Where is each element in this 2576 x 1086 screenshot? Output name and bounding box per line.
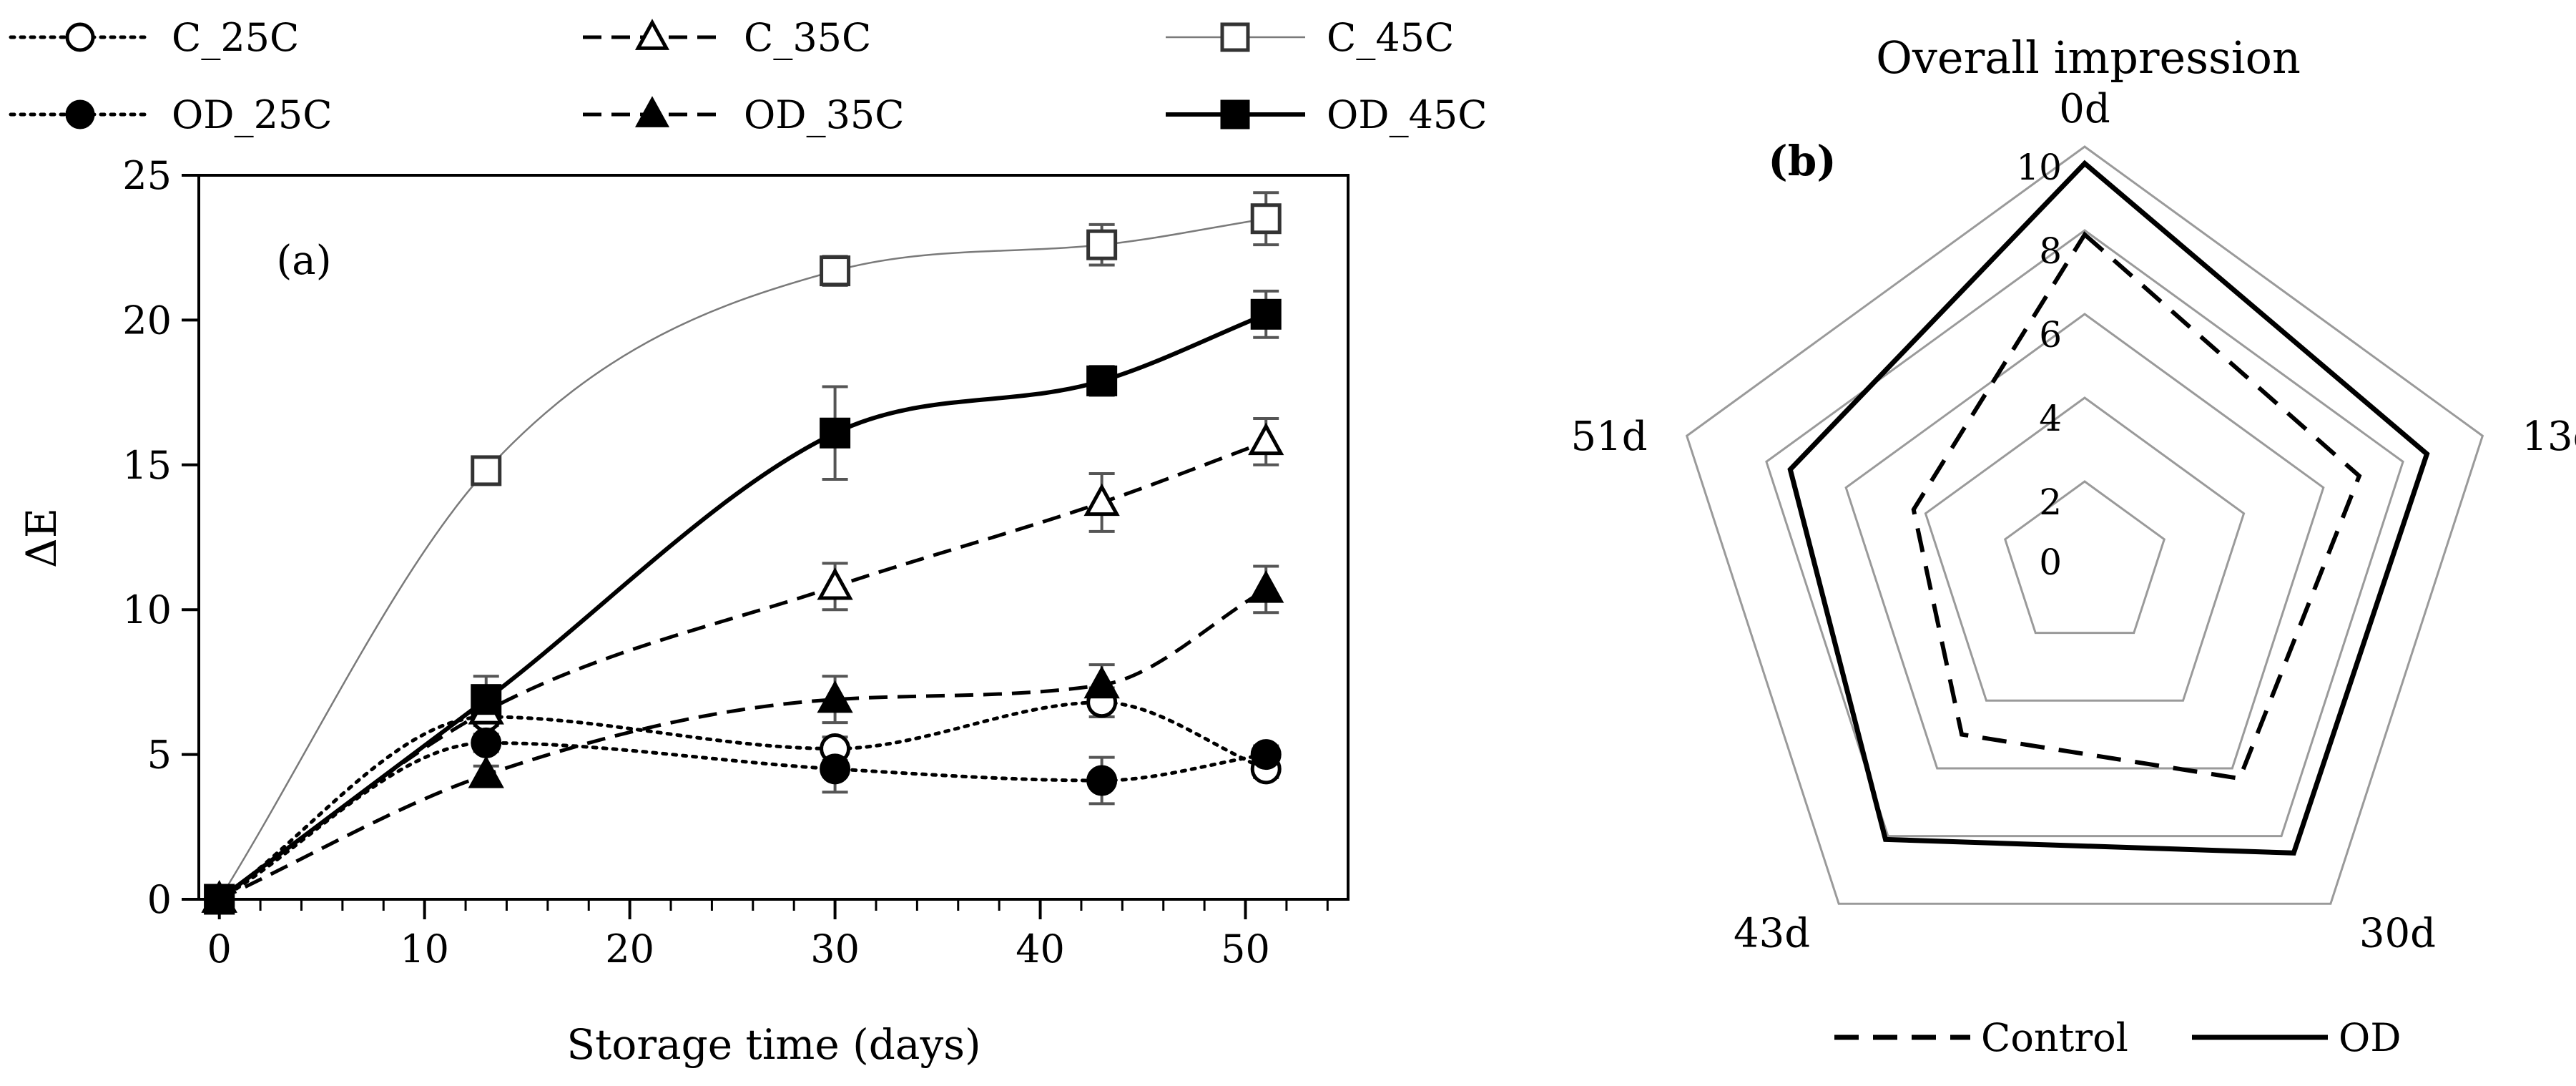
panel-b-legend: Control OD: [1834, 1015, 2402, 1060]
data-point-c-45c: [1086, 229, 1118, 260]
data-point-od-25c: [1086, 765, 1118, 796]
panel-a-series: [201, 191, 1284, 915]
radar-tick-label: 8: [2039, 230, 2062, 272]
plot-area-frame: [197, 174, 1350, 901]
legend-entry-od: OD: [2192, 1015, 2402, 1060]
radar-title: Overall impression: [1876, 31, 2301, 84]
y-tick-label: 15: [122, 443, 172, 488]
data-point-c-35c: [1083, 483, 1120, 517]
data-point-c-45c: [820, 255, 851, 287]
radar-grid: [1685, 145, 2484, 905]
legend-marker: [634, 19, 670, 50]
y-tick-label: 20: [122, 298, 172, 343]
x-axis-label: Storage time (days): [566, 1020, 980, 1069]
radar-series-od: [1787, 160, 2430, 856]
data-point-od-35c: [817, 680, 853, 713]
legend-marker: [1220, 22, 1250, 52]
radar-radial-ticks: 0 2 4 6 8 10: [2016, 147, 2062, 583]
panel-a-legend: C_25C C_35C C_45C OD_25C OD_35C OD_45C: [9, 15, 1488, 137]
x-tick-label: 10: [400, 926, 449, 972]
legend-entry-od-25c: OD_25C: [9, 92, 333, 137]
radar-gridline: [1685, 145, 2484, 905]
markers-od-45c: [204, 298, 1282, 915]
markers-od-25c: [204, 727, 1282, 915]
panel-a-line-chart: C_25C C_35C C_45C OD_25C OD_35C OD_45C 0 10 20 3…: [9, 15, 1488, 1069]
radar-series-control: [1911, 231, 2362, 781]
legend-entry-c-35c: C_35C: [583, 15, 871, 60]
radar-tick-label: 6: [2039, 314, 2062, 356]
radar-category-label: 30d: [2359, 910, 2436, 957]
legend-entry-c-25c: C_25C: [9, 15, 299, 60]
legend-label: Control: [1981, 1015, 2128, 1060]
series-line-od-25c: [217, 740, 1268, 901]
data-point-od-25c: [471, 727, 502, 758]
data-point-od-25c: [820, 753, 851, 785]
legend-label: C_45C: [1327, 15, 1454, 60]
radar-tick-label: 10: [2016, 147, 2062, 188]
x-tick-label: 30: [810, 926, 860, 972]
legend-entry-od-45c: OD_45C: [1166, 92, 1488, 137]
y-axis-label: ΔE: [17, 508, 66, 568]
radar-category-label: 13d: [2522, 414, 2576, 460]
data-point-c-35c: [817, 567, 853, 600]
x-tick-label: 0: [207, 926, 232, 972]
series-line-c-25c: [217, 700, 1268, 901]
radar-category-label: 51d: [1571, 414, 1648, 460]
legend-marker: [65, 22, 95, 52]
legend-entry-od-35c: OD_35C: [583, 92, 905, 137]
radar-tick-label: 0: [2039, 542, 2062, 583]
y-tick-label: 0: [147, 877, 172, 922]
panel-a-axes: [197, 174, 1350, 901]
radar-gridline: [1765, 229, 2404, 838]
data-point-od-35c: [468, 755, 504, 788]
data-point-c-45c: [471, 455, 502, 486]
x-tick-label: 50: [1221, 926, 1270, 972]
data-point-od-45c: [204, 884, 235, 915]
y-tick-label: 10: [122, 587, 172, 632]
radar-series: [1787, 160, 2430, 856]
panel-a-label: (a): [276, 238, 331, 284]
legend-label: C_35C: [744, 15, 871, 60]
legend-label: OD_45C: [1327, 92, 1488, 137]
radar-tick-label: 2: [2039, 481, 2062, 523]
series-line-od-35c: [218, 587, 1267, 901]
data-point-od-45c: [1086, 365, 1118, 396]
legend-label: OD_35C: [744, 92, 905, 137]
y-tick-label: 5: [147, 733, 172, 778]
legend-label: OD: [2339, 1015, 2402, 1060]
radar-category-label: 0d: [2059, 86, 2110, 132]
y-tick-label: 25: [122, 153, 172, 198]
data-point-od-45c: [1250, 298, 1282, 330]
legend-label: C_25C: [172, 15, 299, 60]
radar-gridline: [2003, 480, 2166, 635]
legend-entry-c-45c: C_45C: [1166, 15, 1454, 60]
series-line-od-45c: [217, 312, 1267, 901]
data-point-c-45c: [1250, 203, 1282, 235]
radar-tick-label: 4: [2039, 398, 2062, 439]
legend-entry-control: Control: [1834, 1015, 2128, 1060]
data-point-od-35c: [1248, 570, 1284, 603]
legend-label: OD_25C: [172, 92, 333, 137]
x-tick-label: 40: [1016, 926, 1065, 972]
panel-a-ticks: 0 10 20 30 40 50 0 5 10 15 20 25: [122, 153, 1329, 972]
panel-b-label: (b): [1768, 137, 1836, 185]
legend-marker: [634, 96, 670, 127]
legend-marker: [1220, 99, 1250, 129]
panel-b-radar-chart: Overall impression (b) 0 2 4 6 8 10 0d 13d 30d 4…: [1571, 31, 2576, 1060]
data-point-od-45c: [471, 684, 502, 715]
data-point-od-35c: [1083, 665, 1120, 699]
data-point-c-35c: [1248, 422, 1284, 456]
legend-marker: [65, 99, 95, 129]
radar-category-labels: 0d 13d 30d 43d 51d: [1571, 86, 2576, 957]
radar-category-label: 43d: [1734, 910, 1810, 957]
radar-gridline: [1924, 396, 2246, 702]
x-tick-label: 20: [605, 926, 654, 972]
data-point-od-25c: [1250, 739, 1282, 771]
data-point-od-45c: [820, 417, 851, 449]
radar-gridline: [1844, 313, 2325, 770]
